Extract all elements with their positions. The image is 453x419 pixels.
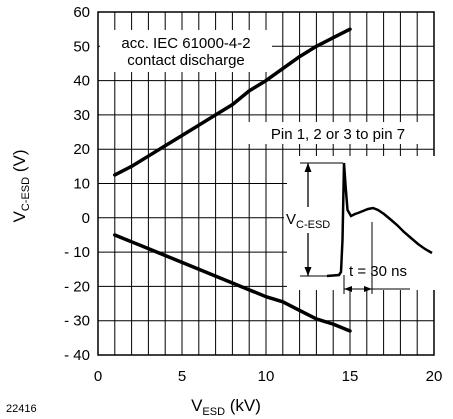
x-tick-label: 10 <box>258 368 275 385</box>
x-tick-label: 15 <box>342 368 359 385</box>
inset-time-arrowhead-right <box>364 286 372 292</box>
inset-time-arrowhead-left <box>344 286 352 292</box>
y-tick-label: 60 <box>73 4 90 21</box>
y-tick-label: 0 <box>82 210 90 227</box>
y-tick-label: - 10 <box>64 244 90 261</box>
inset-time-label: t = 30 ns <box>349 263 407 280</box>
standard-label-line2: contact discharge <box>127 52 245 69</box>
x-tick-label: 5 <box>178 368 186 385</box>
y-tick-label: - 40 <box>64 347 90 364</box>
inset-voltage-arrowhead-top <box>304 163 312 172</box>
series-lines <box>113 27 352 333</box>
y-tick-label: 50 <box>73 38 90 55</box>
y-axis-title: VC-ESD (V) <box>10 150 32 223</box>
pins-label-box <box>244 122 432 144</box>
inset-waveform <box>326 162 433 278</box>
inset-voltage-label-box <box>284 207 340 233</box>
y-tick-label: - 30 <box>64 313 90 330</box>
x-tick-label: 20 <box>426 368 443 385</box>
y-tick-label: - 20 <box>64 278 90 295</box>
x-axis-title: VESD (kV) <box>191 396 261 418</box>
series-line-1 <box>113 27 352 177</box>
esd-waveform-inset: VC-ESD t = 30 ns <box>284 156 435 294</box>
inset-voltage-sub: C-ESD <box>296 219 330 231</box>
x-tick-label: 0 <box>94 368 102 385</box>
y-tick-label: 20 <box>73 141 90 158</box>
y-tick-label: 10 <box>73 176 90 193</box>
standard-label-line1: acc. IEC 61000-4-2 <box>121 35 250 52</box>
y-tick-label: 30 <box>73 107 90 124</box>
series-line-2 <box>113 233 352 333</box>
figure-id: 22416 <box>6 403 37 415</box>
y-tick-label: 40 <box>73 73 90 90</box>
inset-voltage-main: V <box>286 211 296 228</box>
inset-voltage-arrowhead-bottom <box>304 267 312 276</box>
standard-label-box <box>100 30 272 72</box>
inset-voltage-label: VC-ESD <box>286 211 330 231</box>
pins-label: Pin 1, 2 or 3 to pin 7 <box>271 126 405 143</box>
